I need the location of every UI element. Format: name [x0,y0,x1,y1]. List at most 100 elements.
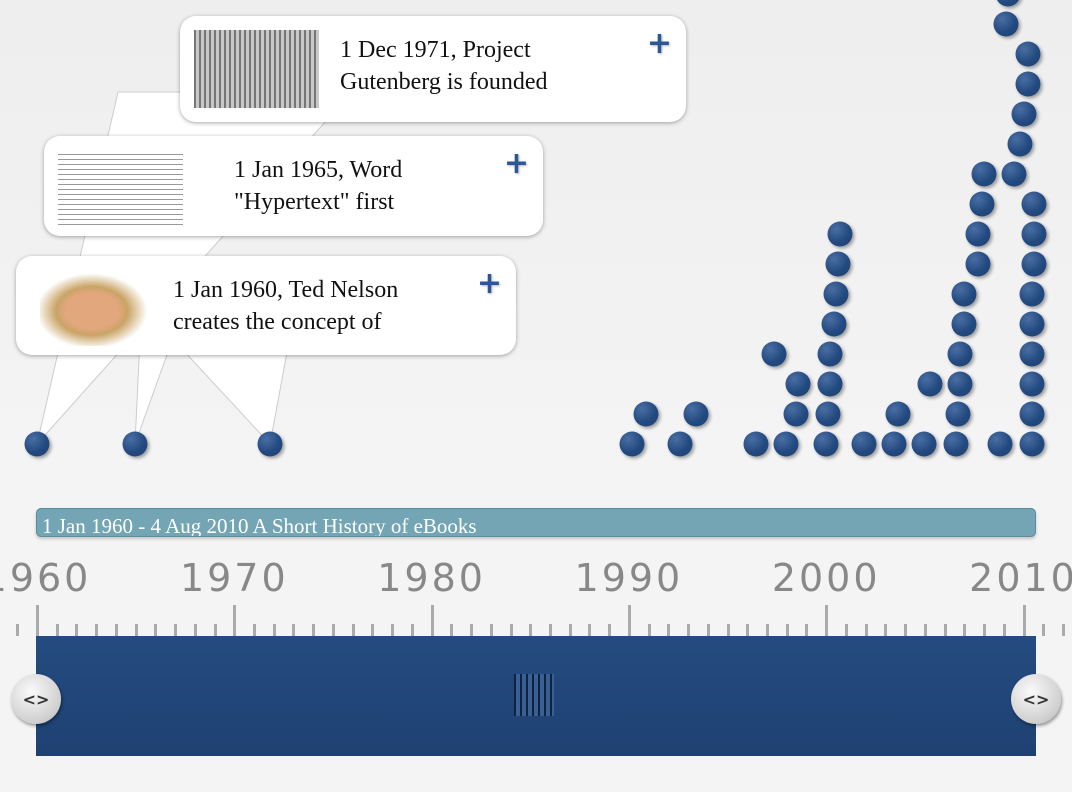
major-tick [1022,605,1026,636]
timeline-band[interactable]: 1 Jan 1960 - 4 Aug 2010 A Short History … [36,508,1036,537]
plus-icon[interactable]: + [503,146,529,181]
event-dot[interactable] [817,341,843,367]
event-dot[interactable] [783,401,809,427]
major-tick [36,605,39,636]
event-dot[interactable] [815,401,841,427]
minor-tick [16,624,20,636]
minor-tick [331,624,335,636]
event-dot[interactable] [24,431,50,457]
event-dot[interactable] [881,431,907,457]
minor-tick [509,624,513,636]
event-dot[interactable] [122,431,148,457]
event-dot[interactable] [1019,311,1045,337]
minor-tick [983,624,987,636]
event-card-hypertext[interactable]: 1 Jan 1965, Word "Hypertext" first + [44,136,543,236]
major-tick [627,605,631,636]
minor-tick [746,624,750,636]
event-dot[interactable] [743,431,769,457]
event-dot[interactable] [1011,101,1037,127]
timeline-navigator[interactable] [36,636,1036,756]
event-dot[interactable] [825,251,851,277]
right-range-handle[interactable]: <> [1011,674,1061,724]
minor-tick [1061,624,1065,636]
event-dot[interactable] [1019,371,1045,397]
plus-icon[interactable]: + [646,26,672,61]
plus-icon[interactable]: + [476,266,502,301]
event-image-portrait [40,268,155,346]
minor-tick [805,624,809,636]
event-dot[interactable] [971,161,997,187]
timeline-axis: 1960 1970 1980 1990 2000 2010 [0,550,1072,640]
minor-tick [174,624,178,636]
event-dot[interactable] [969,191,995,217]
event-image-printing-press [194,30,319,108]
event-dot[interactable] [995,0,1021,7]
event-dot[interactable] [1015,41,1041,67]
event-dot[interactable] [683,401,709,427]
event-dot[interactable] [761,341,787,367]
event-dot[interactable] [1015,71,1041,97]
event-dot[interactable] [827,221,853,247]
event-dot[interactable] [785,371,811,397]
event-dot[interactable] [993,11,1019,37]
event-dot[interactable] [1019,281,1045,307]
event-dot[interactable] [1019,401,1045,427]
event-dot[interactable] [947,371,973,397]
event-dot[interactable] [911,431,937,457]
left-range-handle[interactable]: <> [11,674,61,724]
minor-tick [904,624,908,636]
event-dot[interactable] [821,311,847,337]
event-dot[interactable] [943,431,969,457]
year-label: 1980 [377,556,486,600]
event-dot[interactable] [1001,161,1027,187]
event-dot[interactable] [951,281,977,307]
event-dot[interactable] [965,251,991,277]
minor-tick [253,624,257,636]
major-tick [430,605,434,636]
minor-tick [391,624,395,636]
minor-tick [548,624,552,636]
minor-tick [95,624,99,636]
year-label: 2010 [969,556,1072,600]
event-dot[interactable] [667,431,693,457]
event-dot[interactable] [851,431,877,457]
minor-tick [114,624,118,636]
minor-tick [864,624,868,636]
minor-tick [706,624,710,636]
event-dot[interactable] [1021,251,1047,277]
minor-tick [884,624,888,636]
event-dot[interactable] [773,431,799,457]
minor-tick [410,624,414,636]
event-dot[interactable] [951,311,977,337]
event-dot[interactable] [823,281,849,307]
minor-tick [726,624,730,636]
minor-tick [923,624,927,636]
event-dot[interactable] [947,341,973,367]
event-dot[interactable] [817,371,843,397]
minor-tick [154,624,158,636]
event-dot[interactable] [633,401,659,427]
event-dot[interactable] [945,401,971,427]
event-card-gutenberg[interactable]: 1 Dec 1971, Project Gutenberg is founded… [180,16,686,122]
minor-tick [1002,624,1006,636]
event-dot[interactable] [987,431,1013,457]
event-dot[interactable] [917,371,943,397]
event-dot[interactable] [1019,431,1045,457]
event-dot[interactable] [1019,341,1045,367]
event-dot[interactable] [1007,131,1033,157]
event-dot[interactable] [965,221,991,247]
minor-tick [450,624,454,636]
event-dot[interactable] [885,401,911,427]
event-dot[interactable] [257,431,283,457]
minor-tick [371,624,375,636]
event-dot[interactable] [1021,221,1047,247]
event-dot[interactable] [619,431,645,457]
year-label: 1960 [0,556,92,600]
event-card-ted-nelson[interactable]: 1 Jan 1960, Ted Nelson creates the conce… [16,256,516,355]
event-dot[interactable] [813,431,839,457]
event-dot[interactable] [1021,191,1047,217]
drag-grip[interactable] [514,674,554,716]
minor-tick [568,624,572,636]
minor-tick [529,624,533,636]
minor-tick [785,624,789,636]
